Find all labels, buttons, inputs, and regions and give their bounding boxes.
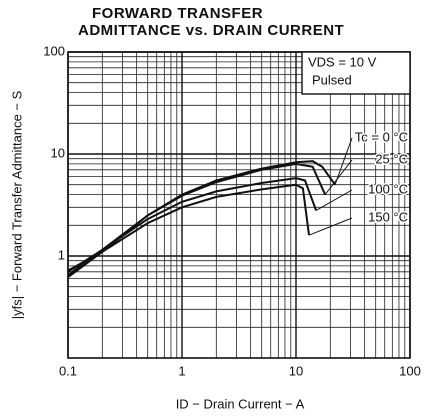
plot-frame	[67, 51, 411, 359]
annotation-box	[301, 51, 411, 95]
legend-label: 150 °C	[368, 209, 408, 224]
y-tick-label: 10	[51, 145, 65, 160]
line	[67, 177, 318, 273]
x-tick-label: 100	[399, 363, 421, 378]
y-tick-label: 100	[43, 43, 65, 58]
y-axis-label: |yfs| − Forward Transfer Admittance − S	[9, 90, 24, 319]
annotation: Pulsed	[312, 72, 352, 87]
legend-label: 25 °C	[375, 151, 408, 166]
chart-title: FORWARD TRANSFER	[92, 5, 263, 22]
x-tick-label: 0.1	[59, 363, 77, 378]
legend-label: 100 °C	[368, 181, 408, 196]
leader-line	[334, 137, 353, 185]
x-tick-label: 1	[178, 363, 185, 378]
legend-label: Tc = 0 °C	[355, 129, 408, 144]
line	[67, 162, 327, 276]
leader-line	[308, 217, 353, 236]
annotation: VDS = 10 V	[308, 54, 377, 69]
line	[67, 183, 310, 272]
leader-line	[315, 189, 353, 211]
y-tick-label: 1	[58, 247, 65, 262]
x-axis-label: ID − Drain Current − A	[176, 396, 305, 411]
chart-title: ADMITTANCE vs. DRAIN CURRENT	[78, 22, 344, 39]
x-tick-label: 10	[289, 363, 303, 378]
leader-line	[324, 159, 353, 195]
